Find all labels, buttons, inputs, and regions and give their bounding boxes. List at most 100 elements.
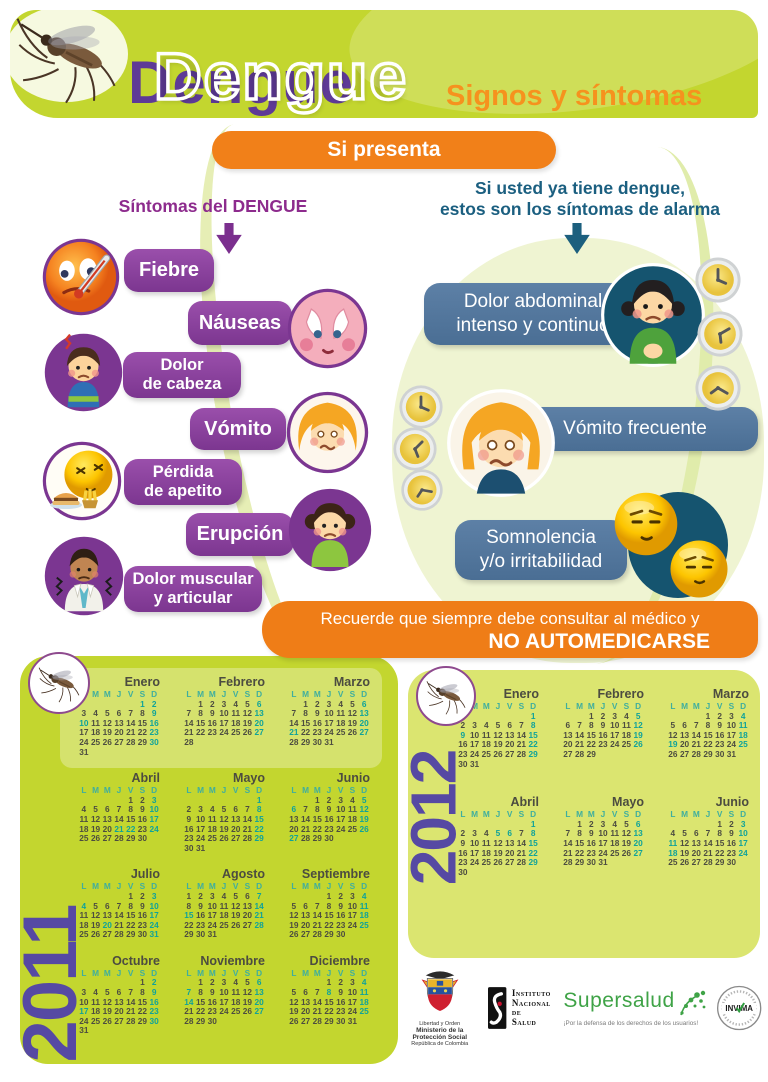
calendar-month-junio: Junio L M M J V S D 1 2 3 4 5 6 7 8 9 10 11 12 13 14 15 16 17 18 1… <box>667 795 749 877</box>
right-column-heading: Si usted ya tiene dengue, estos son los … <box>405 178 755 220</box>
day-cell: 7 <box>314 987 320 998</box>
empty-day-cell <box>218 738 230 748</box>
weekday-header: V <box>232 881 239 892</box>
day-cell: 16 <box>137 910 148 921</box>
day-cell: 14 <box>563 837 573 848</box>
day-cell: 6 <box>245 890 250 901</box>
weekday-header: S <box>139 785 146 796</box>
calendar-month-mayo: Mayo L M M J V S D 1 2 3 4 5 6 7 8 9 10 11 12 13 14 15 16 17 18 19… <box>183 771 265 853</box>
weekday-header: M <box>103 967 111 978</box>
title-solid-text: Dengue <box>128 49 355 116</box>
day-cell: 2 <box>717 710 723 721</box>
day-cell: 22 <box>126 919 136 930</box>
symptom-bubble-vomito: Vómito <box>190 408 286 450</box>
day-cell: 10 <box>598 828 608 839</box>
day-cell: 17 <box>195 823 206 834</box>
day-cell: 16 <box>458 847 468 858</box>
day-cell: 15 <box>254 813 264 824</box>
empty-day-cell <box>195 738 207 748</box>
day-cell: 23 <box>207 727 217 738</box>
day-cell: 31 <box>207 929 217 940</box>
calendar-month-diciembre: Diciembre L M M J V S D 1 2 3 4 5 6 7 8 9 10 11 12 13 14 15 16 1… <box>288 954 370 1036</box>
weekday-header: M <box>576 809 584 820</box>
day-cell: 31 <box>726 748 737 759</box>
day-cell: 22 <box>184 919 194 930</box>
day-cell: 28 <box>114 833 124 844</box>
day-cell: 7 <box>519 720 524 731</box>
day-cell: 4 <box>233 977 239 988</box>
day-cell: 16 <box>324 813 334 824</box>
muscle-pain-man-icon <box>44 536 124 616</box>
day-cell: 8 <box>186 900 192 911</box>
day-cell: 10 <box>149 804 159 815</box>
day-cell: 5 <box>291 987 297 998</box>
day-cell: 11 <box>231 987 241 998</box>
day-cell: 3 <box>740 818 746 829</box>
day-cell: 22 <box>586 739 596 750</box>
empty-day-cell <box>253 738 265 748</box>
empty-day-cell <box>527 868 539 878</box>
day-cell: 26 <box>679 857 690 868</box>
ins-s-icon <box>488 987 507 1029</box>
day-cell: 28 <box>563 857 573 868</box>
symptom-label: Erupción <box>196 523 284 545</box>
day-cell: 30 <box>137 929 148 940</box>
day-cell: 22 <box>715 847 725 858</box>
day-cell: 12 <box>493 837 503 848</box>
day-cell: 17 <box>347 910 358 921</box>
day-cell: 7 <box>186 708 192 719</box>
day-cell: 22 <box>126 823 136 834</box>
day-cell: 3 <box>472 828 477 839</box>
day-cell: 27 <box>359 727 369 738</box>
day-cell: 26 <box>102 736 112 747</box>
day-cell: 6 <box>233 804 239 815</box>
weekday-header: D <box>635 701 642 711</box>
calendar-month-noviembre: Noviembre L M M J V S D 1 2 3 4 5 6 7 8 9 10 11 12 13 14 15 16 1… <box>183 954 265 1036</box>
day-cell: 16 <box>726 837 737 848</box>
day-cell: 24 <box>324 727 334 738</box>
calendar-panel-2011 <box>20 656 398 1064</box>
year-label-2012: 2012 <box>397 750 470 886</box>
day-cell: 26 <box>621 847 632 858</box>
day-cell: 21 <box>126 1006 136 1017</box>
day-cell: 27 <box>231 833 241 844</box>
day-cell: 13 <box>102 910 112 921</box>
empty-day-cell <box>480 868 492 878</box>
day-cell: 25 <box>359 919 369 930</box>
day-cell: 16 <box>137 813 148 824</box>
day-cell: 19 <box>679 847 690 858</box>
day-cell: 7 <box>116 900 122 911</box>
day-cell: 14 <box>114 813 124 824</box>
empty-day-cell <box>335 738 347 748</box>
weekday-header: L <box>670 701 676 711</box>
day-cell: 13 <box>289 813 299 824</box>
day-cell: 11 <box>219 900 229 911</box>
day-cell: 15 <box>137 717 148 728</box>
symptom-label: Fiebre <box>138 259 200 281</box>
day-cell: 4 <box>209 804 215 815</box>
day-cell: 3 <box>326 698 332 709</box>
day-cell: 5 <box>495 828 501 839</box>
clock-icon <box>694 256 742 304</box>
day-cell: 10 <box>469 837 480 848</box>
day-cell: 20 <box>691 847 701 858</box>
calendar-month-febrero: Febrero L M M J V S D 1 2 3 4 5 6 7 8 9 10 11 12 13 14 15 16 17 1… <box>183 675 265 757</box>
month-name: Mayo <box>612 795 644 810</box>
weekday-header: M <box>313 967 321 978</box>
empty-day-cell <box>358 834 370 844</box>
empty-day-cell <box>621 750 633 760</box>
weekday-header: M <box>302 785 310 796</box>
symptom-bubble-dolor-de-cabeza: Dolor de cabeza <box>123 352 241 398</box>
day-cell: 25 <box>90 736 101 747</box>
day-cell: 21 <box>254 910 264 921</box>
day-cell: 18 <box>668 847 678 858</box>
day-cell: 27 <box>114 736 124 747</box>
calendar-2012-months: EneroLMMJVSD1234567891011121314151617181… <box>457 687 749 877</box>
day-cell: 5 <box>670 720 676 731</box>
day-cell: 9 <box>338 987 344 998</box>
day-cell: 25 <box>481 857 491 868</box>
empty-day-cell <box>125 1026 137 1036</box>
supersalud-tagline: ¡Por la defensa de los derechos de los u… <box>563 1020 699 1027</box>
day-cell: 6 <box>291 804 297 815</box>
